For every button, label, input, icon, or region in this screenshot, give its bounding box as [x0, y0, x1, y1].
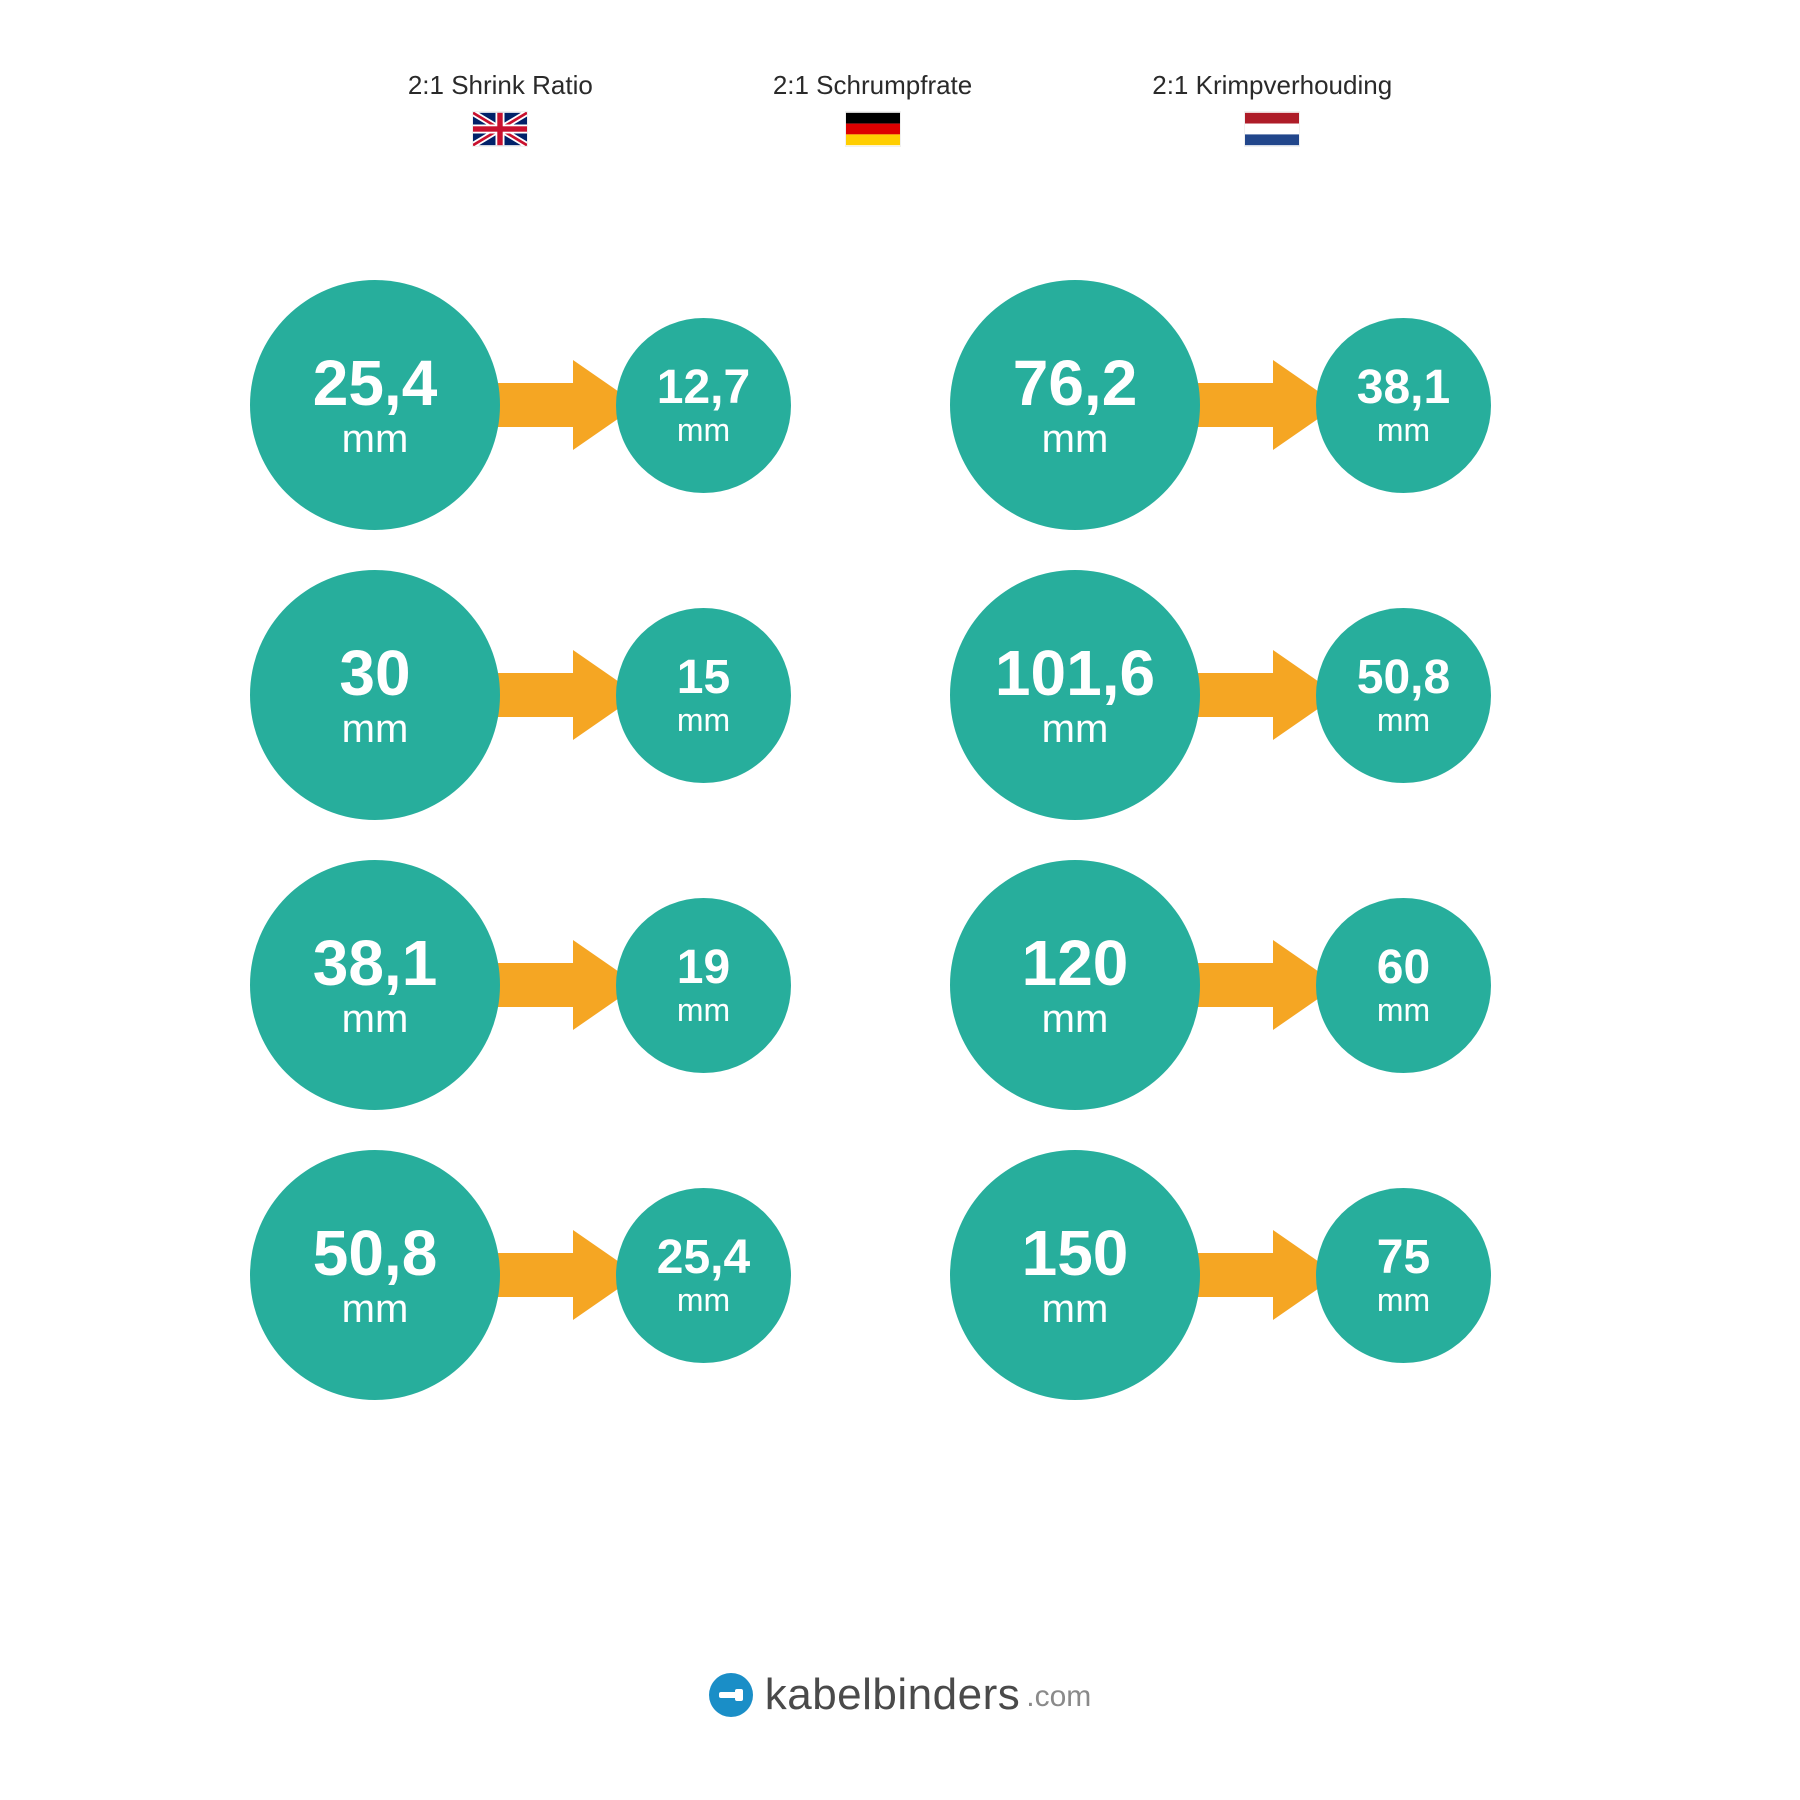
from-value: 30: [339, 641, 410, 705]
to-circle: 60 mm: [1316, 898, 1491, 1073]
arrow-icon: [1178, 930, 1338, 1040]
shrink-pair: 150 mm 75 mm: [950, 1150, 1550, 1400]
unit-label: mm: [342, 1289, 409, 1329]
from-value: 150: [1022, 1221, 1129, 1285]
arrow-icon: [1178, 640, 1338, 750]
unit-label: mm: [677, 704, 730, 736]
unit-label: mm: [342, 709, 409, 749]
header-label: 2:1 Krimpverhouding: [1152, 70, 1392, 101]
arrow-icon: [478, 640, 638, 750]
flag-nl-icon: [1244, 111, 1300, 147]
unit-label: mm: [1042, 709, 1109, 749]
header-item-de: 2:1 Schrumpfrate: [773, 70, 972, 147]
to-circle: 15 mm: [616, 608, 791, 783]
to-value: 25,4: [657, 1234, 750, 1282]
to-value: 19: [677, 944, 730, 992]
header-item-en: 2:1 Shrink Ratio: [408, 70, 593, 147]
from-value: 38,1: [313, 931, 438, 995]
to-value: 60: [1377, 944, 1430, 992]
shrink-pair: 50,8 mm 25,4 mm: [250, 1150, 850, 1400]
to-circle: 75 mm: [1316, 1188, 1491, 1363]
from-circle: 50,8 mm: [250, 1150, 500, 1400]
header-label: 2:1 Schrumpfrate: [773, 70, 972, 101]
arrow-icon: [478, 930, 638, 1040]
flag-uk-icon: [472, 111, 528, 147]
from-circle: 30 mm: [250, 570, 500, 820]
header-item-nl: 2:1 Krimpverhouding: [1152, 70, 1392, 147]
logo-mark-icon: [709, 1673, 753, 1717]
unit-label: mm: [342, 419, 409, 459]
unit-label: mm: [1377, 994, 1430, 1026]
arrow-icon: [478, 350, 638, 460]
from-circle: 76,2 mm: [950, 280, 1200, 530]
from-circle: 150 mm: [950, 1150, 1200, 1400]
logo-text: kabelbinders: [765, 1670, 1021, 1720]
shrink-pair: 101,6 mm 50,8 mm: [950, 570, 1550, 820]
shrink-grid: 25,4 mm 12,7 mm 76,2 mm 38,1 mm 30 mm: [0, 280, 1800, 1400]
to-circle: 19 mm: [616, 898, 791, 1073]
from-circle: 120 mm: [950, 860, 1200, 1110]
header-label: 2:1 Shrink Ratio: [408, 70, 593, 101]
footer-logo: kabelbinders .com: [0, 1670, 1800, 1720]
to-value: 15: [677, 654, 730, 702]
unit-label: mm: [1042, 419, 1109, 459]
to-value: 38,1: [1357, 364, 1450, 412]
unit-label: mm: [1377, 414, 1430, 446]
unit-label: mm: [342, 999, 409, 1039]
arrow-icon: [1178, 350, 1338, 460]
flag-de-icon: [845, 111, 901, 147]
shrink-pair: 30 mm 15 mm: [250, 570, 850, 820]
unit-label: mm: [677, 414, 730, 446]
unit-label: mm: [677, 994, 730, 1026]
to-circle: 25,4 mm: [616, 1188, 791, 1363]
arrow-icon: [478, 1220, 638, 1330]
unit-label: mm: [1042, 999, 1109, 1039]
to-value: 50,8: [1357, 654, 1450, 702]
shrink-pair: 120 mm 60 mm: [950, 860, 1550, 1110]
from-circle: 38,1 mm: [250, 860, 500, 1110]
header: 2:1 Shrink Ratio 2:1 Schrumpfrate 2:1 Kr…: [0, 0, 1800, 147]
unit-label: mm: [1377, 704, 1430, 736]
to-circle: 50,8 mm: [1316, 608, 1491, 783]
from-value: 101,6: [995, 641, 1155, 705]
from-value: 50,8: [313, 1221, 438, 1285]
shrink-pair: 76,2 mm 38,1 mm: [950, 280, 1550, 530]
unit-label: mm: [677, 1284, 730, 1316]
to-circle: 38,1 mm: [1316, 318, 1491, 493]
to-circle: 12,7 mm: [616, 318, 791, 493]
logo-ext: .com: [1026, 1680, 1091, 1720]
to-value: 12,7: [657, 364, 750, 412]
to-value: 75: [1377, 1234, 1430, 1282]
from-circle: 25,4 mm: [250, 280, 500, 530]
arrow-icon: [1178, 1220, 1338, 1330]
unit-label: mm: [1377, 1284, 1430, 1316]
shrink-pair: 25,4 mm 12,7 mm: [250, 280, 850, 530]
shrink-pair: 38,1 mm 19 mm: [250, 860, 850, 1110]
from-circle: 101,6 mm: [950, 570, 1200, 820]
unit-label: mm: [1042, 1289, 1109, 1329]
from-value: 25,4: [313, 351, 438, 415]
from-value: 76,2: [1013, 351, 1138, 415]
from-value: 120: [1022, 931, 1129, 995]
